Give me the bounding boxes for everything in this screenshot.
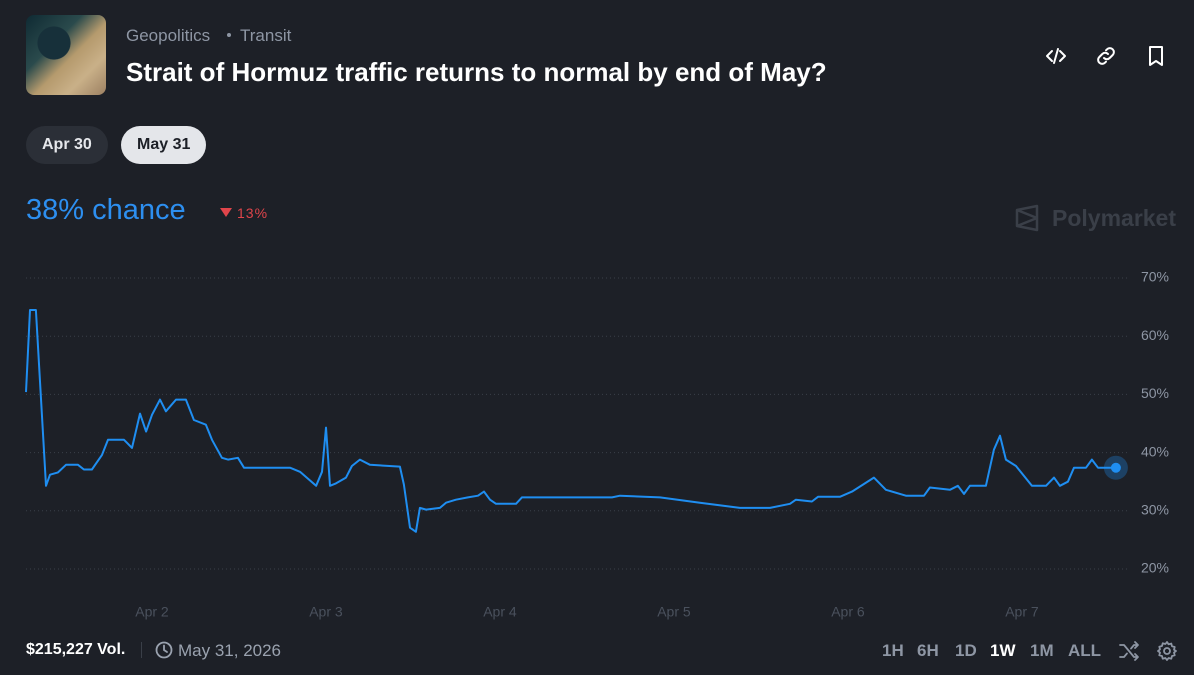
embed-icon[interactable] <box>1044 44 1068 68</box>
down-arrow <box>220 208 232 217</box>
subcategory[interactable]: Transit <box>240 26 292 45</box>
y-tick-label: 60% <box>1141 327 1169 343</box>
y-tick-label: 50% <box>1141 385 1169 401</box>
clock-icon <box>155 641 173 659</box>
range-button[interactable]: ALL <box>1068 641 1102 660</box>
y-tick-label: 40% <box>1141 443 1169 459</box>
range-button[interactable]: 1W <box>990 641 1016 660</box>
end-date: May 31, 2026 <box>178 641 282 660</box>
bookmark-icon[interactable] <box>1144 44 1168 68</box>
price-chart: 20% 30% 40% 50% 60% 70% Apr 2 Apr 3 Apr 4 Apr 5 Ap… <box>25 269 1169 620</box>
settings-icon[interactable] <box>1156 640 1178 662</box>
footer-separator <box>141 642 142 658</box>
volume: $215,227 Vol. <box>26 641 126 658</box>
x-tick-label: Apr 5 <box>657 604 691 620</box>
market-title: Strait of Hormuz traffic returns to norm… <box>126 57 827 87</box>
range-button[interactable]: 1D <box>955 641 977 660</box>
y-tick-label: 30% <box>1141 502 1169 518</box>
link-icon[interactable] <box>1094 44 1118 68</box>
y-tick-label: 20% <box>1141 560 1169 576</box>
x-tick-label: Apr 2 <box>135 604 169 620</box>
x-tick-label: Apr 6 <box>831 604 865 620</box>
current-point <box>1110 462 1121 473</box>
brand-logo <box>1015 204 1039 232</box>
x-tick-label: Apr 7 <box>1005 604 1039 620</box>
x-tick-label: Apr 4 <box>483 604 517 620</box>
chance-label: 38% chance <box>26 194 186 226</box>
x-tick-label: Apr 3 <box>309 604 343 620</box>
brand-name: Polymarket <box>1052 205 1177 231</box>
date-tab[interactable]: May 31 <box>121 126 207 164</box>
market-thumbnail <box>26 15 106 95</box>
range-button[interactable]: 1H <box>882 641 904 660</box>
category[interactable]: Geopolitics <box>126 26 211 45</box>
price-line <box>25 309 1116 533</box>
range-button[interactable]: 6H <box>917 641 939 660</box>
change-label: 13% <box>237 205 269 221</box>
y-tick-label: 70% <box>1141 269 1169 285</box>
shuffle-icon[interactable] <box>1118 640 1140 662</box>
date-tab[interactable]: Apr 30 <box>26 126 108 164</box>
range-button[interactable]: 1M <box>1030 641 1054 660</box>
separator-dot <box>227 33 231 37</box>
